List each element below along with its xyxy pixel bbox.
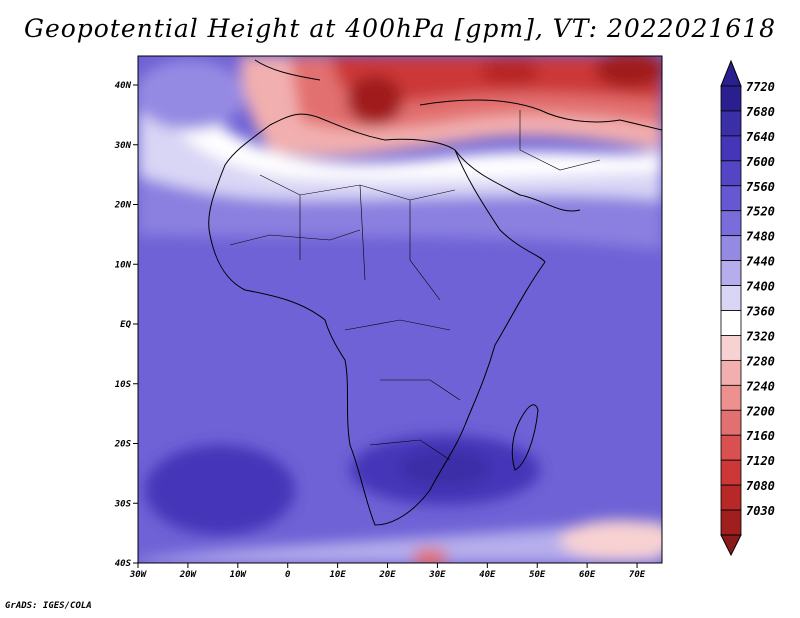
colorbar-label: 7440 [746, 255, 775, 269]
colorbar-label: 7280 [746, 354, 775, 368]
map-frame [137, 55, 663, 564]
colorbar-label: 7400 [746, 280, 775, 294]
colorbar-swatch [720, 260, 742, 286]
colorbar-swatch [720, 160, 742, 187]
lat-tick-label: 40N [115, 81, 132, 91]
colorbar-label: 7200 [746, 404, 775, 418]
colorbar-swatch [720, 509, 742, 536]
lat-tick-label: EQ [120, 320, 131, 330]
map-figure: 30W 20W 10W 0 10E 20E 30E 40E 50E 60E 70E 40S 30S 20… [114, 55, 775, 580]
lat-tick-label: 20N [114, 201, 132, 211]
lat-tick-label: 40S [115, 559, 132, 569]
colorbar-swatch [720, 409, 742, 436]
colorbar-label: 7080 [746, 479, 775, 493]
coastlines [208, 59, 662, 526]
lon-tick-label: 20E [378, 570, 396, 580]
colorbar-top-arrow [720, 59, 742, 87]
lon-tick-label: 0 [285, 570, 291, 580]
colorbar-swatch [720, 434, 742, 461]
colorbar-label: 7560 [746, 180, 775, 194]
colorbar-label: 7240 [746, 379, 775, 393]
lon-tick-label: 50E [529, 570, 546, 580]
colorbar-label: 7680 [746, 105, 775, 119]
lat-tick-label: 10S [115, 380, 132, 390]
lon-tick-label: 30E [428, 570, 446, 580]
lon-tick-label: 70E [629, 570, 646, 580]
lat-tick-label: 30S [114, 499, 132, 509]
colorbar-label: 7640 [746, 130, 775, 144]
height-field [138, 56, 662, 563]
colorbar-label: 7520 [746, 205, 775, 219]
map-title: Geopotential Height at 400hPa [gpm], VT:… [23, 14, 777, 43]
colorbar-swatch [720, 459, 742, 486]
colorbar-swatch [720, 335, 742, 361]
colorbar-swatch [720, 235, 742, 262]
colorbar-swatch [720, 359, 742, 386]
colorbar: 7720 7680 7640 7600 7560 7520 7480 7440 7400 7360… [720, 59, 775, 557]
colorbar-swatch [720, 210, 742, 237]
colorbar-swatch [720, 484, 742, 511]
lat-tick-label: 20S [114, 440, 132, 450]
lon-tick-label: 10E [329, 570, 346, 580]
lon-tick-label: 40E [479, 570, 496, 580]
lon-tick-label: 60E [579, 570, 596, 580]
colorbar-swatch [720, 85, 742, 112]
colorbar-label: 7160 [746, 429, 775, 443]
colorbar-swatch [720, 135, 742, 162]
colorbar-swatch [720, 110, 742, 137]
colorbar-label: 7030 [746, 504, 775, 518]
colorbar-label: 7320 [746, 329, 775, 343]
lat-tick-label: 30N [114, 141, 132, 151]
colorbar-label: 7600 [746, 155, 775, 169]
lon-tick-label: 10W [230, 570, 248, 580]
colorbar-label: 7720 [746, 80, 775, 94]
colorbar-swatch [720, 310, 742, 336]
colorbar-swatch [720, 185, 742, 212]
colorbar-label: 7120 [746, 454, 775, 468]
colorbar-swatch [720, 384, 742, 411]
lat-tick-label: 10N [115, 260, 132, 270]
lon-tick-label: 20W [179, 570, 198, 580]
colorbar-swatch [720, 285, 742, 311]
grads-credit: GrADS: IGES/COLA [5, 601, 92, 611]
colorbar-label: 7360 [746, 305, 775, 319]
borders [229, 110, 601, 461]
lon-tick-label: 30W [129, 570, 148, 580]
latitude-ticks: 40S 30S 20S 10S EQ 10N 20N 30N 40N [114, 81, 138, 569]
colorbar-bottom-arrow [720, 534, 742, 557]
longitude-ticks: 30W 20W 10W 0 10E 20E 30E 40E 50E 60E 70E [129, 563, 646, 580]
colorbar-label: 7480 [746, 230, 775, 244]
